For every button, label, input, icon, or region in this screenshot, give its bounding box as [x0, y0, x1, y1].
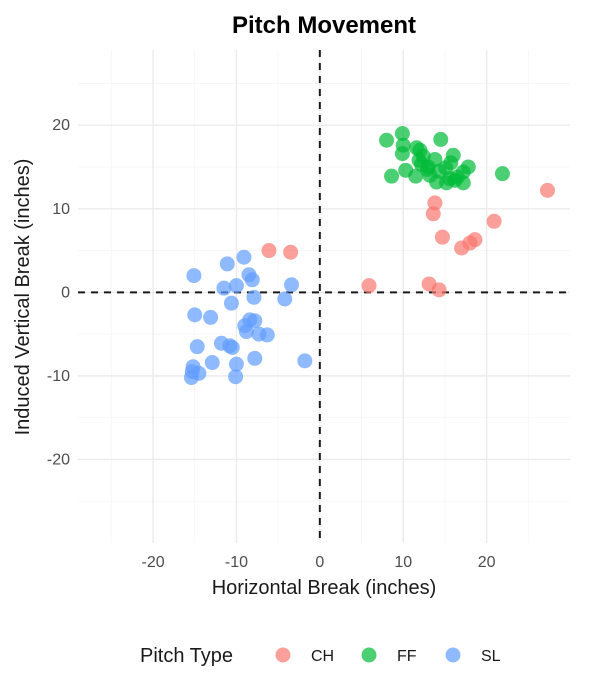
- y-axis-title: Induced Vertical Break (inches): [12, 159, 34, 436]
- point-sl: [204, 355, 220, 371]
- point-ch: [261, 243, 277, 259]
- point-ch: [283, 244, 299, 260]
- y-tick-label: 0: [61, 284, 70, 301]
- legend-label-ch: CH: [311, 648, 334, 665]
- point-ff: [384, 168, 400, 184]
- point-sl: [223, 295, 239, 311]
- point-sl: [228, 369, 244, 385]
- point-sl: [224, 339, 240, 355]
- point-ff: [433, 131, 449, 147]
- point-sl: [189, 339, 205, 355]
- reference-lines: [78, 50, 570, 543]
- point-sl: [259, 327, 275, 343]
- legend-key-ff: [361, 647, 377, 663]
- x-tick-label: 0: [315, 554, 324, 571]
- point-ch: [431, 282, 447, 298]
- point-ff: [394, 126, 410, 142]
- point-ff: [449, 169, 465, 185]
- point-ch: [361, 278, 377, 294]
- legend-items: CH FF SL: [275, 647, 501, 665]
- plot-grid: [78, 50, 570, 543]
- y-tick-label: -10: [47, 368, 70, 385]
- point-sl: [219, 256, 235, 272]
- point-sl: [277, 291, 293, 307]
- point-sl: [244, 272, 260, 288]
- legend-key-sl: [445, 647, 461, 663]
- point-ff: [379, 132, 395, 148]
- legend-item-ch: CH: [275, 647, 334, 665]
- x-tick-label: 20: [478, 554, 496, 571]
- point-sl: [228, 278, 244, 294]
- x-tick-label: -10: [225, 554, 248, 571]
- y-tick-label: -20: [47, 451, 70, 468]
- legend-item-ff: FF: [361, 647, 417, 665]
- point-ch: [434, 229, 450, 245]
- legend-item-sl: SL: [445, 647, 501, 665]
- x-tick-label: -20: [141, 554, 164, 571]
- chart-title: Pitch Movement: [232, 12, 416, 39]
- legend-label-ff: FF: [397, 648, 417, 665]
- point-sl: [228, 356, 244, 372]
- point-sl: [216, 280, 232, 296]
- x-tick-label: 10: [394, 554, 412, 571]
- point-sl: [246, 289, 262, 305]
- point-sl: [187, 307, 203, 323]
- point-ch: [425, 206, 441, 222]
- legend-label-sl: SL: [481, 648, 501, 665]
- point-sl: [203, 309, 219, 325]
- point-ff: [408, 168, 424, 184]
- point-ff: [394, 146, 410, 162]
- legend: Pitch Type CH FF SL: [140, 645, 501, 667]
- point-sl: [183, 370, 199, 386]
- y-axis-ticks: -20 -10 0 10 20: [47, 117, 70, 468]
- point-sl: [238, 324, 254, 340]
- point-sl: [236, 249, 252, 265]
- point-sl: [297, 353, 313, 369]
- point-ch: [486, 213, 502, 229]
- point-sl: [247, 350, 263, 366]
- point-sl: [283, 277, 299, 293]
- legend-title: Pitch Type: [140, 645, 233, 667]
- x-axis-ticks: -20 -10 0 10 20: [141, 554, 495, 571]
- y-tick-label: 10: [52, 201, 70, 218]
- x-axis-title: Horizontal Break (inches): [212, 577, 437, 599]
- legend-key-ch: [275, 647, 291, 663]
- point-ff: [494, 166, 510, 182]
- data-points: [183, 126, 555, 386]
- point-ch: [454, 240, 470, 256]
- y-tick-label: 20: [52, 117, 70, 134]
- point-sl: [186, 268, 202, 284]
- point-ch: [539, 182, 555, 198]
